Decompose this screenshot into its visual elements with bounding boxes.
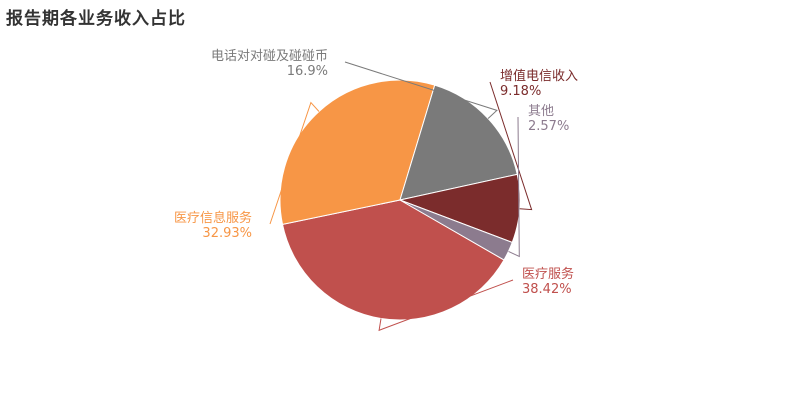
pie-slice[interactable] [399,84,518,201]
slice-name-label: 医疗信息服务 [174,210,252,226]
slice-value-label: 16.9% [287,64,328,79]
leader-line [269,101,320,225]
leader-line [344,61,498,119]
slice-value-label: 9.18% [500,84,541,99]
slice-name-label: 电话对对碰及碰碰币 [211,49,328,64]
slice-value-label: 2.57% [528,119,569,134]
pie-slice[interactable] [281,199,505,321]
pie-slice[interactable] [399,199,513,261]
chart-title: 报告期各业务收入占比 [6,9,186,29]
leader-line [489,81,533,211]
leader-line [378,279,514,332]
slice-value-label: 38.42% [522,282,572,297]
slice-value-label: 32.93% [202,226,252,241]
slice-name-label: 其他 [528,104,554,119]
leader-line [508,116,520,258]
slice-name-label: 医疗服务 [522,266,574,282]
slice-name-label: 增值电信收入 [500,68,578,84]
